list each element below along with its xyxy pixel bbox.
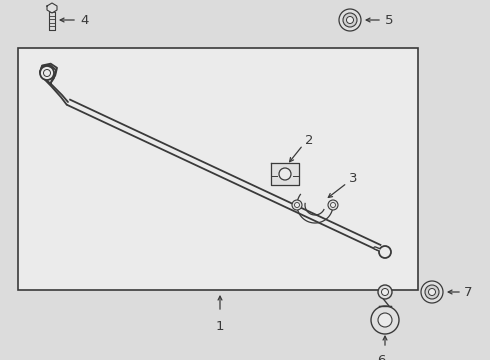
Circle shape xyxy=(428,288,436,296)
Circle shape xyxy=(382,288,389,296)
Circle shape xyxy=(292,200,302,210)
Polygon shape xyxy=(47,3,57,13)
Circle shape xyxy=(425,285,439,299)
Circle shape xyxy=(346,17,353,23)
Text: 7: 7 xyxy=(464,285,472,298)
Circle shape xyxy=(294,202,299,207)
Text: 3: 3 xyxy=(349,172,358,185)
Polygon shape xyxy=(271,163,299,185)
Circle shape xyxy=(421,281,443,303)
Circle shape xyxy=(379,246,391,258)
Text: 6: 6 xyxy=(377,354,385,360)
Circle shape xyxy=(339,9,361,31)
Text: 2: 2 xyxy=(305,135,314,148)
Circle shape xyxy=(378,313,392,327)
Circle shape xyxy=(371,306,399,334)
Bar xyxy=(379,306,391,316)
Text: 1: 1 xyxy=(216,320,224,333)
Circle shape xyxy=(330,202,336,207)
Text: 4: 4 xyxy=(80,13,88,27)
Circle shape xyxy=(40,66,54,80)
Circle shape xyxy=(328,200,338,210)
Text: 5: 5 xyxy=(385,13,393,27)
Circle shape xyxy=(378,285,392,299)
Circle shape xyxy=(279,168,291,180)
Circle shape xyxy=(343,13,357,27)
Circle shape xyxy=(44,69,50,77)
Bar xyxy=(18,48,418,290)
